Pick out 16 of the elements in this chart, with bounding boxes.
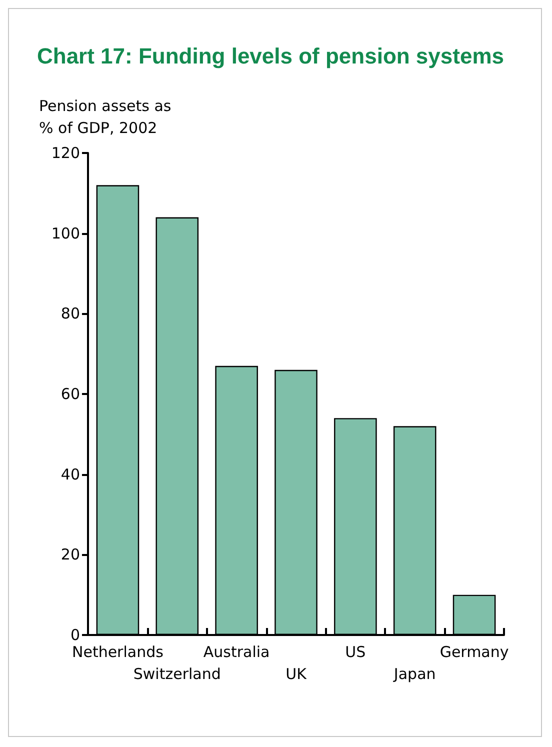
y-tick-label: 40 — [60, 465, 80, 484]
x-tick-label: Japan — [392, 665, 436, 683]
y-tick-label: 60 — [60, 385, 80, 403]
x-tick-label: UK — [286, 665, 308, 683]
y-axis-title: Pension assets as % of GDP, 2002 — [39, 97, 176, 137]
x-tick-label: US — [345, 643, 366, 661]
x-tick-label: Switzerland — [133, 665, 221, 683]
y-tick-label: 120 — [51, 144, 80, 162]
y-tick-label: 80 — [60, 304, 80, 323]
x-tick-label: Australia — [203, 643, 270, 661]
y-tick-label: 20 — [60, 546, 80, 564]
chart-title: Chart 17: Funding levels of pension systems — [37, 44, 504, 68]
x-tick-label: Germany — [440, 643, 509, 661]
y-tick-label: 0 — [70, 626, 80, 644]
x-tick-label: Netherlands — [72, 643, 164, 661]
y-tick-label: 100 — [51, 224, 80, 242]
